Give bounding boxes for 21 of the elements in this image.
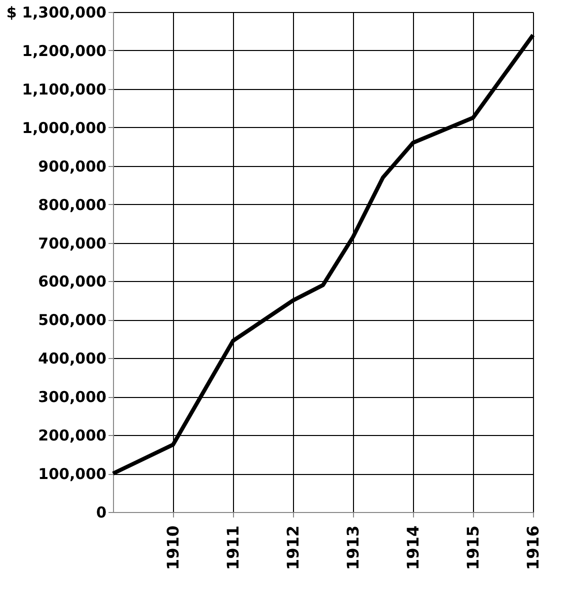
y-tick-label: 700,000 [38,234,106,252]
x-tick-label: 1912 [284,526,302,570]
y-tick-label: 1,000,000 [22,118,106,137]
x-tick-label: 1914 [404,526,422,570]
x-tick-label: 1911 [224,526,242,570]
x-tick-label: 1913 [344,526,362,570]
y-tick-label: 1,100,000 [22,80,106,98]
x-tick-label: 1910 [164,526,182,570]
y-tick-label: 200,000 [38,426,106,445]
y-tick-label: 0 [96,504,106,522]
x-tick-label: 1915 [464,526,482,570]
x-tick-label: 1916 [524,526,542,570]
y-tick-label: 100,000 [38,465,106,484]
y-tick-label: 400,000 [38,350,106,368]
y-tick-label: $ 1,300,000 [6,4,106,22]
y-tick-label: 300,000 [38,388,106,406]
y-tick-label: 600,000 [38,272,106,291]
y-tick-label: 1,200,000 [22,42,106,60]
y-tick-label: 900,000 [38,157,106,176]
y-tick-label: 500,000 [38,311,106,330]
y-tick-label: 800,000 [38,196,106,214]
